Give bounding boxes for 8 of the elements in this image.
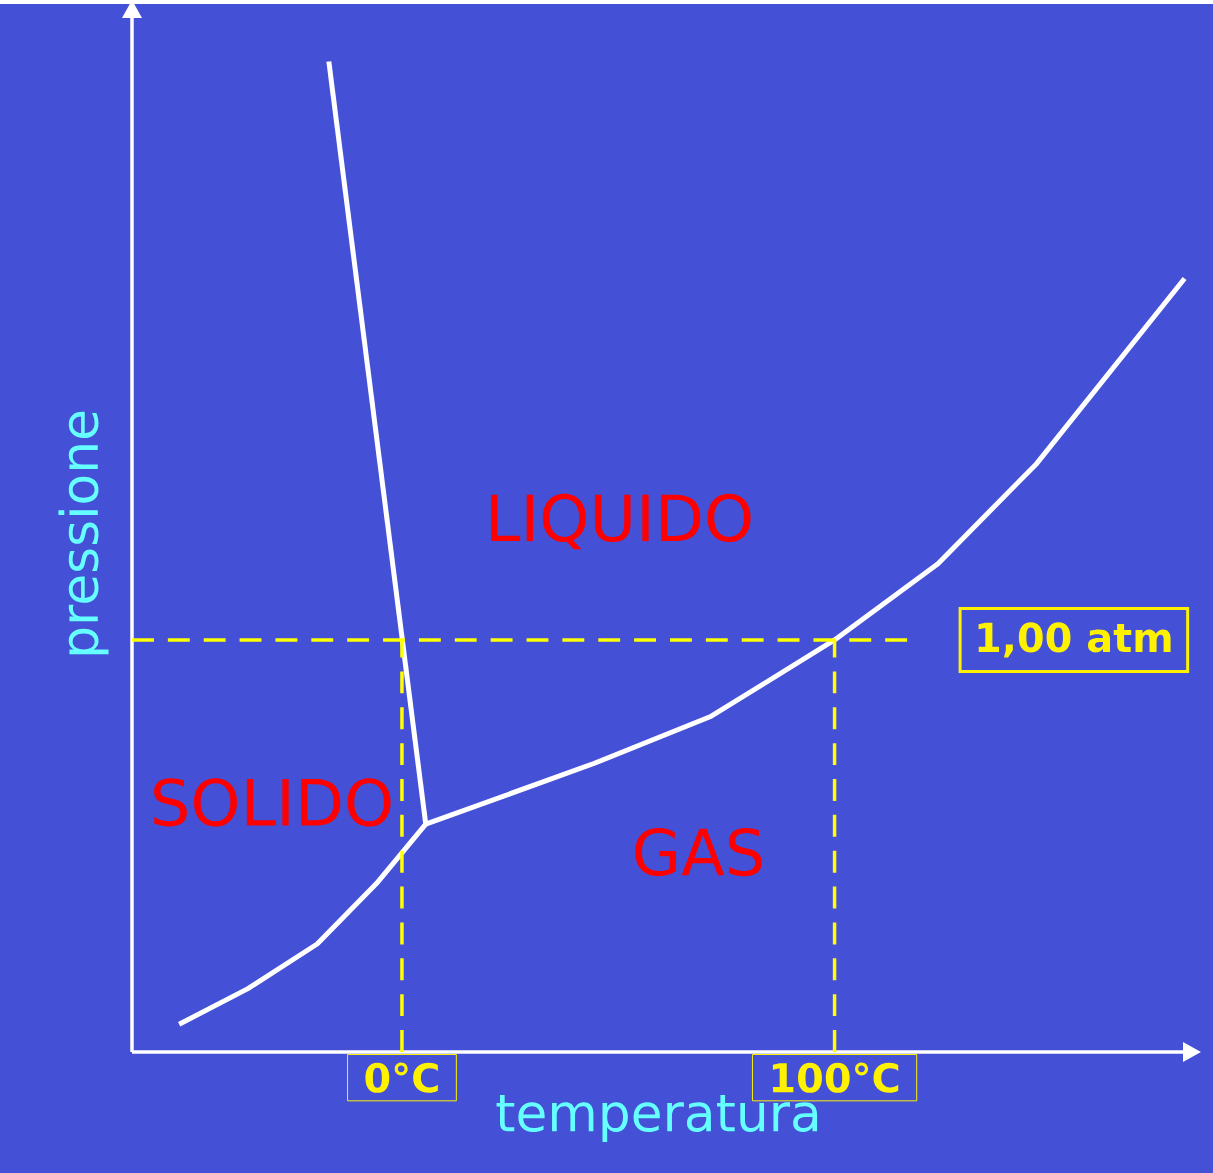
x-axis-title: temperatura <box>496 1094 818 1143</box>
x-tick-label: 100°C <box>772 1062 899 1093</box>
annotation: GAS <box>635 827 762 877</box>
annotation: SOLIDO <box>154 778 391 827</box>
ref-line-label: 1,00 atm <box>978 622 1171 658</box>
x-tick-label: 0°C <box>365 1062 438 1093</box>
y-axis-title: pressione <box>58 411 109 655</box>
annotation: LIQUIDO <box>491 493 751 550</box>
